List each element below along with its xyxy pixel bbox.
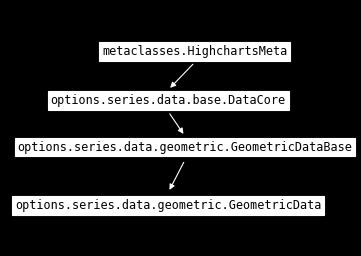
Text: metaclasses.HighchartsMeta: metaclasses.HighchartsMeta — [102, 45, 287, 58]
Text: options.series.data.geometric.GeometricData: options.series.data.geometric.GeometricD… — [15, 199, 321, 212]
Text: options.series.data.geometric.GeometricDataBase: options.series.data.geometric.GeometricD… — [18, 141, 352, 154]
Text: options.series.data.base.DataCore: options.series.data.base.DataCore — [51, 94, 286, 107]
